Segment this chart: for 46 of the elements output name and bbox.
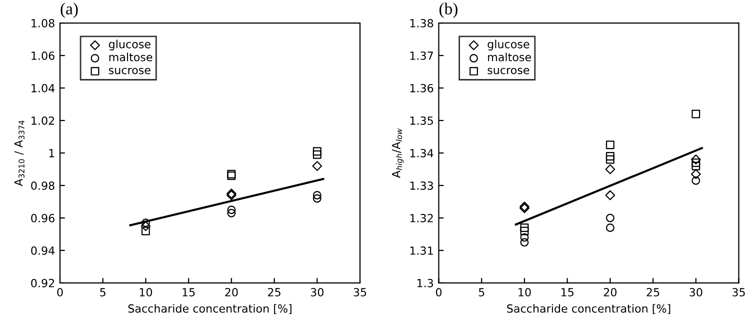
y-tick-label: 1.34	[410, 148, 434, 158]
legend-label: sucrose	[488, 68, 530, 74]
x-tick-label: 30	[310, 288, 324, 296]
y-tick-label: 1.3	[417, 278, 433, 288]
x-tick-label: 10	[518, 288, 531, 296]
y-tick-label: 1.08	[32, 19, 54, 28]
y-tick-label: 0.98	[31, 181, 54, 190]
y-tick-label: 0.96	[31, 214, 54, 222]
x-tick-label: 0	[57, 288, 63, 296]
x-tick-label: 5	[478, 288, 484, 296]
x-tick-label: 25	[268, 288, 280, 296]
x-tick-label: 20	[604, 288, 617, 296]
legend-label: glucose	[488, 40, 530, 50]
x-axis-title: Saccharide concentration [%]	[128, 304, 292, 314]
x-tick-label: 35	[354, 288, 366, 296]
x-tick-label: 30	[690, 288, 702, 296]
x-tick-label: 15	[182, 288, 195, 296]
y-tick-label: 1.33	[410, 181, 433, 190]
x-tick-label: 10	[140, 288, 152, 296]
y-tick-label: 0.92	[31, 278, 54, 288]
y-tick-label: 1.02	[32, 116, 54, 125]
legend-label: maltose	[488, 52, 531, 62]
x-tick-label: 0	[436, 288, 442, 296]
x-tick-label: 15	[561, 288, 574, 296]
y-tick-label: 1.04	[32, 84, 55, 92]
legend-label: glucose	[108, 40, 150, 50]
x-tick-label: 35	[732, 288, 745, 296]
y-tick-label: 1.37	[410, 51, 433, 60]
x-tick-label: 25	[646, 288, 660, 296]
y-tick-label: 1.32	[410, 214, 433, 222]
chart-title: (b)	[439, 2, 458, 18]
y-tick-label: 1.35	[410, 116, 433, 125]
y-tick-label: 1.36	[410, 84, 434, 92]
y-axis-title: A$_{high}$/A$_{low}$	[392, 128, 404, 178]
y-axis-title: A$_{3210}$ / A$_{3374}$	[14, 120, 24, 186]
legend-label: maltose	[109, 52, 152, 62]
legend-label: sucrose	[108, 68, 150, 74]
y-tick-label: 0.94	[31, 246, 55, 255]
chart-title: (a)	[60, 2, 78, 18]
x-tick-label: 20	[225, 288, 238, 296]
y-tick-label: 1.31	[410, 246, 433, 255]
y-tick-label: 1.06	[32, 51, 54, 60]
y-tick-label: 1.38	[410, 19, 434, 28]
y-tick-label: 1	[49, 149, 54, 158]
x-axis-title: Saccharide concentration [%]	[507, 304, 670, 314]
x-tick-label: 5	[100, 288, 106, 296]
